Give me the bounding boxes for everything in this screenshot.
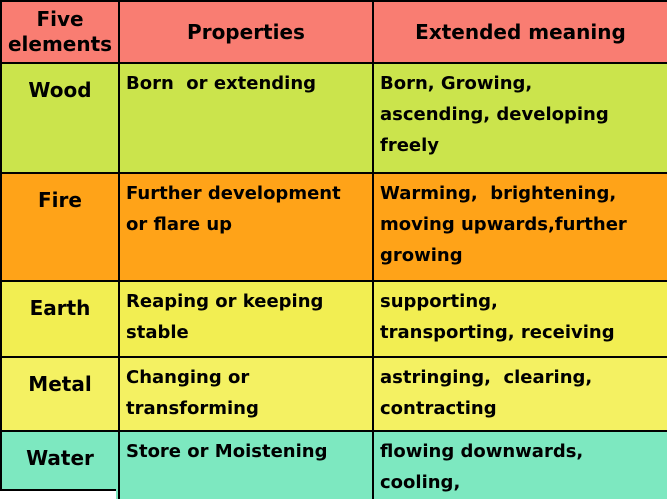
properties-cell-metal: Changing or transforming bbox=[118, 356, 374, 432]
table-row-metal: Metal Changing or transforming astringin… bbox=[0, 356, 667, 432]
properties-cell-fire: Further development or flare up bbox=[118, 172, 374, 282]
element-cell-metal: Metal bbox=[0, 356, 120, 432]
header-row: Five elements Properties Extended meanin… bbox=[0, 0, 667, 64]
meaning-cell-metal: astringing, clearing, contracting bbox=[372, 356, 667, 432]
table-row-earth: Earth Reaping or keeping stable supporti… bbox=[0, 280, 667, 358]
element-cell-wood: Wood bbox=[0, 62, 120, 174]
meaning-cell-wood: Born, Growing, ascending, developing fre… bbox=[372, 62, 667, 174]
meaning-cell-fire: Warming, brightening, moving upwards,fur… bbox=[372, 172, 667, 282]
element-cell-earth: Earth bbox=[0, 280, 120, 358]
header-cell-properties: Properties bbox=[118, 0, 374, 64]
table-row-wood: Wood Born or extending Born, Growing, as… bbox=[0, 62, 667, 174]
header-cell-five-elements: Five elements bbox=[0, 0, 120, 64]
properties-cell-water: Store or Moistening bbox=[118, 430, 374, 499]
element-cell-fire: Fire bbox=[0, 172, 120, 282]
element-cell-water: Water bbox=[0, 430, 120, 499]
properties-cell-wood: Born or extending bbox=[118, 62, 374, 174]
properties-cell-earth: Reaping or keeping stable bbox=[118, 280, 374, 358]
table-bottom-edge bbox=[0, 489, 116, 499]
meaning-cell-water: flowing downwards, cooling, bbox=[372, 430, 667, 499]
header-cell-extended-meaning: Extended meaning bbox=[372, 0, 667, 64]
table-row-fire: Fire Further development or flare up War… bbox=[0, 172, 667, 282]
meaning-cell-earth: supporting, transporting, receiving bbox=[372, 280, 667, 358]
table-row-water: Water Store or Moistening flowing downwa… bbox=[0, 430, 667, 499]
